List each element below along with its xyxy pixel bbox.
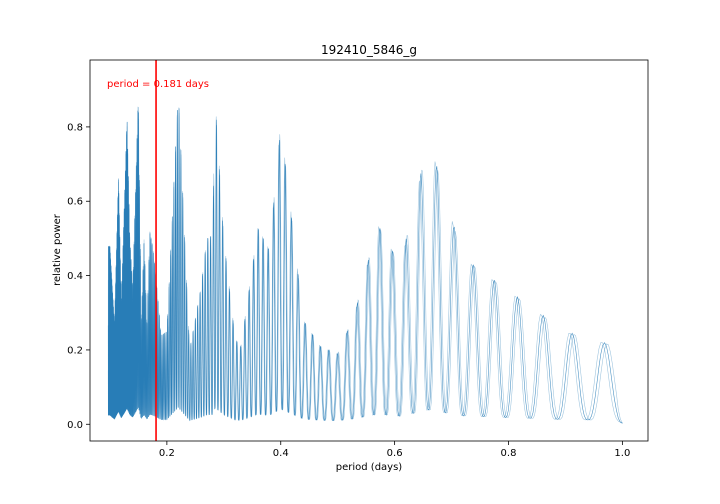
y-tick-label: 0.2 bbox=[67, 345, 83, 356]
period-marker-label: period = 0.181 days bbox=[107, 79, 209, 90]
x-axis-ticks: 0.2 0.4 0.6 0.8 1.0 bbox=[159, 441, 630, 459]
y-axis-label: relative power bbox=[52, 213, 63, 286]
y-tick-label: 0.0 bbox=[67, 420, 83, 431]
periodogram-series bbox=[107, 106, 623, 424]
x-tick-label: 1.0 bbox=[614, 448, 630, 459]
plot-frame bbox=[89, 59, 649, 442]
chart-title: 192410_5846_g bbox=[321, 43, 417, 57]
y-tick-label: 0.4 bbox=[67, 271, 83, 282]
y-axis-ticks: 0.0 0.2 0.4 0.6 0.8 bbox=[67, 122, 90, 431]
series-line bbox=[107, 106, 623, 424]
y-tick-label: 0.6 bbox=[67, 197, 83, 208]
series-line bbox=[107, 108, 623, 424]
x-tick-label: 0.6 bbox=[387, 448, 403, 459]
x-tick-label: 0.2 bbox=[159, 448, 175, 459]
x-tick-label: 0.8 bbox=[501, 448, 517, 459]
series-line bbox=[107, 107, 623, 424]
x-axis-label: period (days) bbox=[336, 462, 403, 473]
y-tick-label: 0.8 bbox=[67, 122, 83, 133]
x-tick-label: 0.4 bbox=[273, 448, 289, 459]
